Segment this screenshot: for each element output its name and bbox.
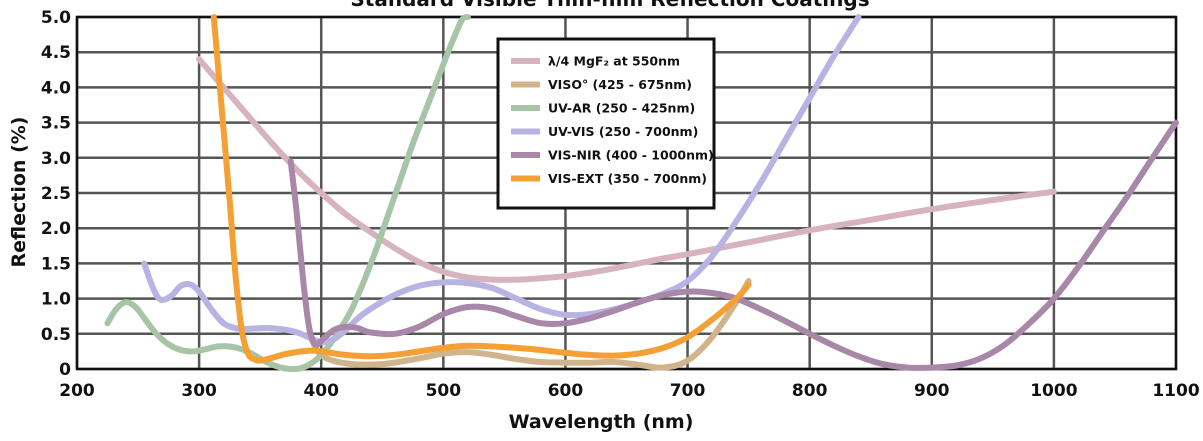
series-line-3	[104, 13, 471, 373]
series-line-6	[210, 14, 752, 364]
x-tick-label: 800	[792, 381, 828, 401]
chart-title: Standard Visible Thin-film Reflection Co…	[350, 0, 869, 11]
x-tick-label: 1000	[1030, 381, 1077, 401]
legend-label: VIS-NIR (400 - 1000nm)	[548, 148, 714, 163]
y-tick-label: 1.0	[41, 290, 71, 310]
y-tick-label: 0.5	[41, 325, 71, 345]
x-tick-label: 700	[670, 381, 706, 401]
y-tick-label: 2.5	[41, 184, 71, 204]
x-tick-label: 300	[181, 381, 217, 401]
legend-label: UV-AR (250 - 425nm)	[548, 101, 695, 116]
y-tick-label: 5.0	[41, 8, 71, 28]
y-tick-label: 2.0	[41, 219, 71, 239]
x-axis-title: Wavelength (nm)	[509, 411, 694, 433]
series-line-2	[306, 278, 752, 371]
y-tick-labels: 0 0.5 1.0 1.5 2.0 2.5 3.0 3.5 4.0 4.5 5.0	[41, 8, 71, 380]
series-line-4	[141, 14, 862, 346]
x-tick-label: 500	[426, 381, 462, 401]
legend-label: VISO° (425 - 675nm)	[548, 77, 692, 92]
x-tick-label: 1100	[1152, 381, 1199, 401]
legend: λ/4 MgF₂ at 550nm VISO° (425 - 675nm) UV-A…	[496, 37, 716, 210]
plot-frame	[75, 15, 1178, 371]
x-tick-labels: 200 300 400 500 600 700 800 900 1000 1100	[59, 381, 1200, 401]
series-group	[104, 13, 1179, 373]
legend-label: VIS-EXT (350 - 700nm)	[548, 171, 707, 186]
series-line-5	[287, 119, 1179, 371]
x-tick-label: 200	[59, 381, 95, 401]
y-axis-title: Reflection (%)	[8, 117, 30, 268]
legend-label: UV-VIS (250 - 700nm)	[548, 124, 698, 139]
x-tick-label: 600	[548, 381, 584, 401]
series-line-1	[196, 56, 1057, 283]
y-tick-label: 4.0	[41, 78, 71, 98]
y-tick-label: 0	[59, 360, 71, 380]
y-tick-label: 3.0	[41, 149, 71, 169]
x-tick-label: 900	[914, 381, 950, 401]
legend-label: λ/4 MgF₂ at 550nm	[548, 54, 680, 69]
y-tick-label: 3.5	[41, 114, 71, 134]
y-tick-label: 4.5	[41, 43, 71, 63]
y-tick-label: 1.5	[41, 254, 71, 274]
x-tick-label: 400	[303, 381, 339, 401]
